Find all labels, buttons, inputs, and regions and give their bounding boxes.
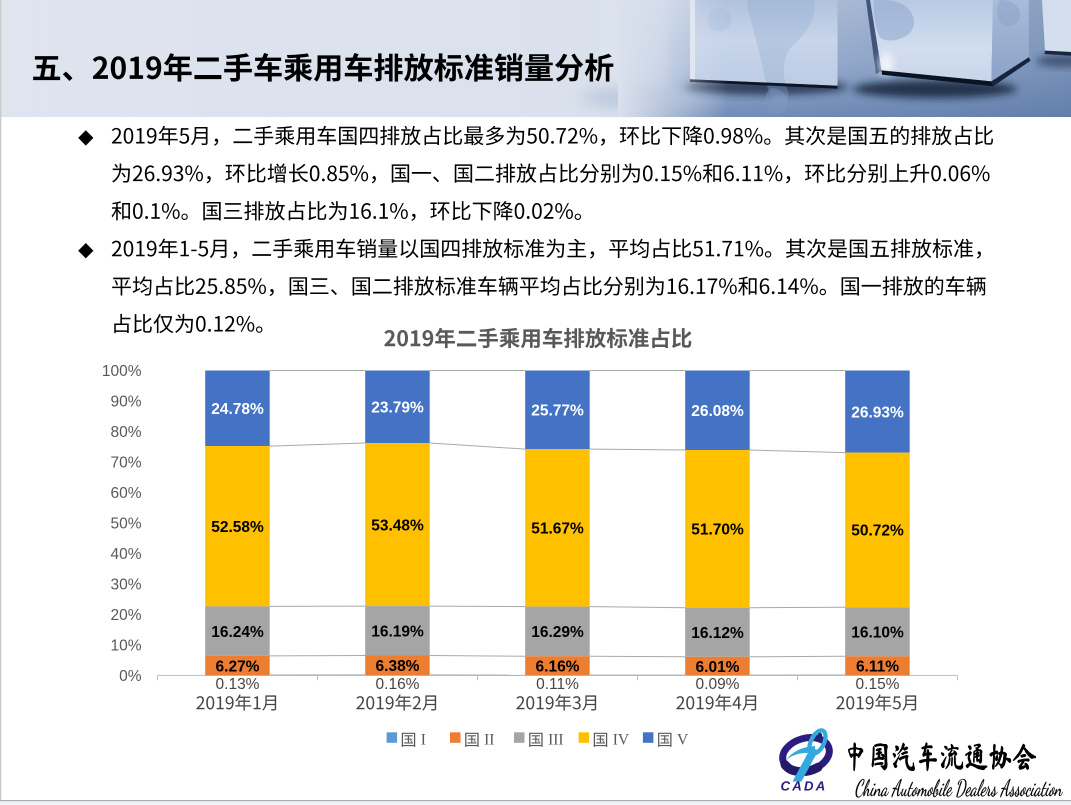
svg-text:IV: IV [613, 732, 630, 749]
svg-text:90%: 90% [110, 394, 141, 411]
svg-text:70%: 70% [110, 455, 141, 472]
svg-text:0.15%: 0.15% [856, 676, 900, 693]
svg-text:10%: 10% [110, 637, 141, 654]
svg-text:III: III [548, 732, 564, 749]
svg-text:26.93%: 26.93% [851, 404, 904, 421]
svg-text:20%: 20% [110, 607, 141, 624]
svg-text:V: V [677, 732, 689, 749]
svg-text:24.78%: 24.78% [211, 401, 264, 418]
svg-text:I: I [421, 732, 426, 749]
svg-text:51.67%: 51.67% [531, 521, 584, 538]
svg-text:50%: 50% [110, 516, 141, 533]
svg-text:51.70%: 51.70% [691, 522, 744, 539]
svg-text:50.72%: 50.72% [851, 523, 904, 540]
svg-text:6.27%: 6.27% [216, 658, 260, 675]
svg-text:0.11%: 0.11% [536, 676, 579, 693]
svg-text:52.58%: 52.58% [211, 519, 264, 536]
svg-text:100%: 100% [102, 363, 142, 380]
svg-text:6.38%: 6.38% [376, 658, 420, 675]
svg-text:25.77%: 25.77% [531, 403, 584, 420]
svg-text:0.09%: 0.09% [696, 676, 740, 693]
svg-text:6.16%: 6.16% [536, 659, 580, 676]
svg-text:6.11%: 6.11% [856, 659, 899, 676]
svg-text:0%: 0% [119, 668, 142, 685]
svg-text:II: II [484, 732, 494, 749]
svg-text:53.48%: 53.48% [371, 517, 424, 534]
svg-text:16.29%: 16.29% [531, 624, 584, 641]
svg-text:30%: 30% [110, 576, 141, 593]
svg-text:16.12%: 16.12% [691, 625, 744, 642]
svg-text:6.01%: 6.01% [696, 659, 740, 676]
svg-text:16.24%: 16.24% [211, 624, 264, 641]
svg-text:16.10%: 16.10% [851, 625, 904, 642]
svg-text:26.08%: 26.08% [691, 403, 744, 420]
svg-text:0.13%: 0.13% [216, 676, 260, 693]
svg-text:0.16%: 0.16% [376, 676, 420, 693]
svg-text:80%: 80% [110, 424, 141, 441]
svg-text:23.79%: 23.79% [371, 400, 424, 417]
svg-text:40%: 40% [110, 546, 141, 563]
svg-text:60%: 60% [110, 485, 141, 502]
svg-text:16.19%: 16.19% [371, 624, 424, 641]
